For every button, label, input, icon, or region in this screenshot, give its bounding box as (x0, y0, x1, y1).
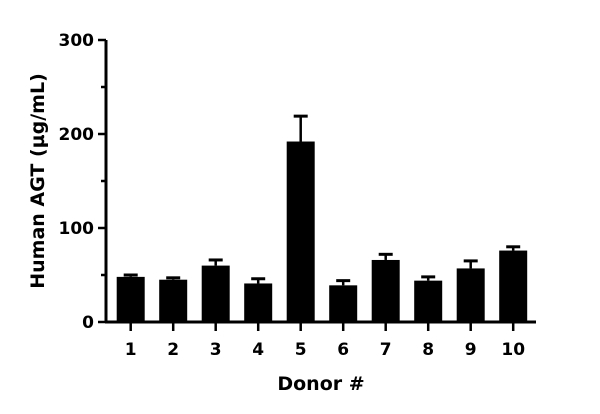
bar (371, 259, 400, 322)
x-axis-label: Donor # (277, 373, 364, 395)
bar (286, 141, 315, 322)
x-tick-label: 2 (167, 340, 179, 360)
bar (244, 283, 273, 322)
x-tick-label: 8 (422, 340, 434, 360)
x-tick-label: 7 (380, 340, 392, 360)
bar (201, 265, 230, 322)
y-tick-label: 100 (59, 219, 95, 239)
bar (414, 280, 443, 322)
bar (159, 279, 188, 322)
y-tick-label: 0 (82, 313, 94, 333)
x-tick-label: 1 (125, 340, 137, 360)
bar (116, 276, 145, 322)
y-tick-label: 200 (59, 125, 95, 145)
x-tick-label: 5 (295, 340, 307, 360)
x-tick-label: 10 (501, 340, 525, 360)
x-tick-label: 9 (465, 340, 477, 360)
bar (456, 268, 485, 322)
x-tick-label: 3 (210, 340, 222, 360)
y-tick-label: 300 (59, 31, 95, 51)
x-tick-label: 4 (252, 340, 264, 360)
y-axis-label: Human AGT (µg/mL) (27, 73, 49, 289)
bar (499, 250, 528, 322)
x-tick-label: 6 (337, 340, 349, 360)
bar (329, 285, 358, 322)
